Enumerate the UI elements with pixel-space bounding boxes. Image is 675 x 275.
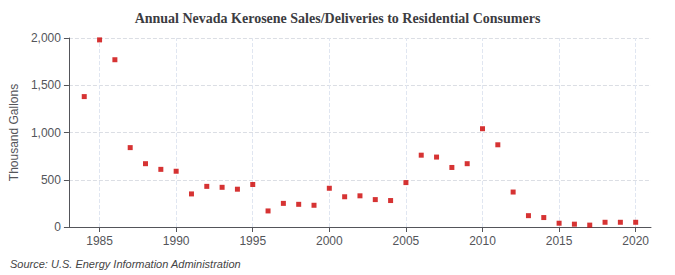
svg-text:1985: 1985 [86,234,113,248]
svg-text:1,000: 1,000 [31,126,61,140]
svg-text:Thousand Gallons: Thousand Gallons [7,84,21,181]
svg-text:2000: 2000 [316,234,343,248]
svg-text:2010: 2010 [469,234,496,248]
svg-text:2,000: 2,000 [31,31,61,45]
svg-text:2020: 2020 [622,234,649,248]
svg-text:2015: 2015 [546,234,573,248]
svg-text:Annual Nevada Kerosene Sales/D: Annual Nevada Kerosene Sales/Deliveries … [135,11,541,26]
svg-text:500: 500 [41,173,61,187]
svg-text:0: 0 [54,220,61,234]
svg-text:Source: U.S. Energy Informatio: Source: U.S. Energy Information Administ… [10,258,241,270]
svg-text:1990: 1990 [163,234,190,248]
svg-text:1,500: 1,500 [31,78,61,92]
svg-text:1995: 1995 [239,234,266,248]
svg-text:2005: 2005 [393,234,420,248]
